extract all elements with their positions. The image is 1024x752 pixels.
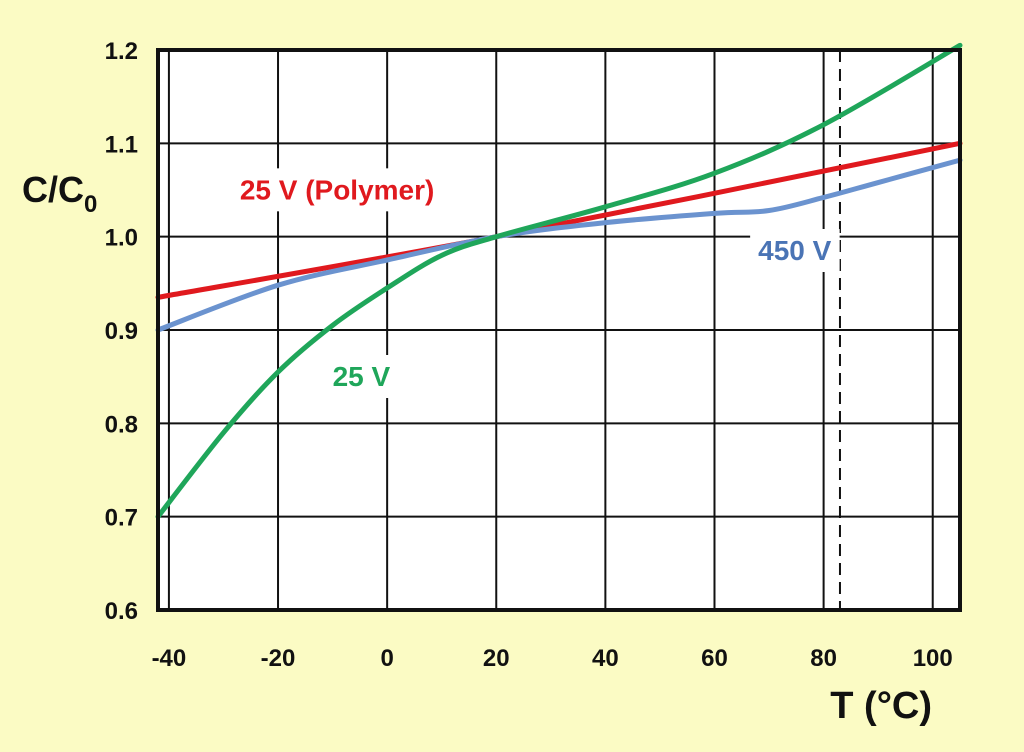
y-tick-labels: 0.6 0.7 0.8 0.9 1.0 1.1 1.2 [105, 38, 138, 625]
series-annotation: 25 V [333, 361, 391, 392]
series-annotation: 450 V [758, 235, 831, 266]
x-tick-label: 80 [810, 645, 837, 672]
y-tick-label: 0.9 [105, 318, 138, 345]
y-tick-label: 1.2 [105, 38, 138, 65]
y-axis-label-sub: 0 [84, 191, 97, 218]
y-tick-label: 0.6 [105, 598, 138, 625]
x-tick-label: -40 [152, 645, 187, 672]
plot-frame [156, 48, 962, 612]
y-axis-label-main: C/C [22, 169, 84, 210]
x-tick-label: 20 [483, 645, 510, 672]
series-annotation: 25 V (Polymer) [240, 174, 435, 205]
series-line-25-v-2 [155, 42, 963, 520]
x-tick-label: -20 [261, 645, 296, 672]
x-axis-label: T (°C) [830, 685, 932, 727]
x-tick-label: 100 [913, 645, 953, 672]
series-group [155, 42, 963, 520]
series-annotations: 25 V (Polymer) 450 V 25 V [231, 168, 840, 398]
y-tick-label: 1.0 [105, 225, 138, 252]
x-tick-label: 0 [380, 645, 393, 672]
annotation-backdrop [324, 355, 399, 398]
y-tick-label: 1.1 [105, 131, 138, 158]
y-axis-label: C/C0 [22, 169, 97, 218]
x-tick-label: 40 [592, 645, 619, 672]
annotation-backdrop [231, 168, 443, 212]
series-line-450-v-1 [155, 157, 963, 333]
x-tick-labels: -40 -20 0 20 40 60 80 100 [152, 645, 953, 672]
plot-border [156, 48, 962, 612]
y-tick-label: 0.7 [105, 505, 138, 532]
annotation-backdrop [750, 229, 840, 272]
x-tick-label: 60 [701, 645, 728, 672]
y-tick-label: 0.8 [105, 411, 138, 438]
